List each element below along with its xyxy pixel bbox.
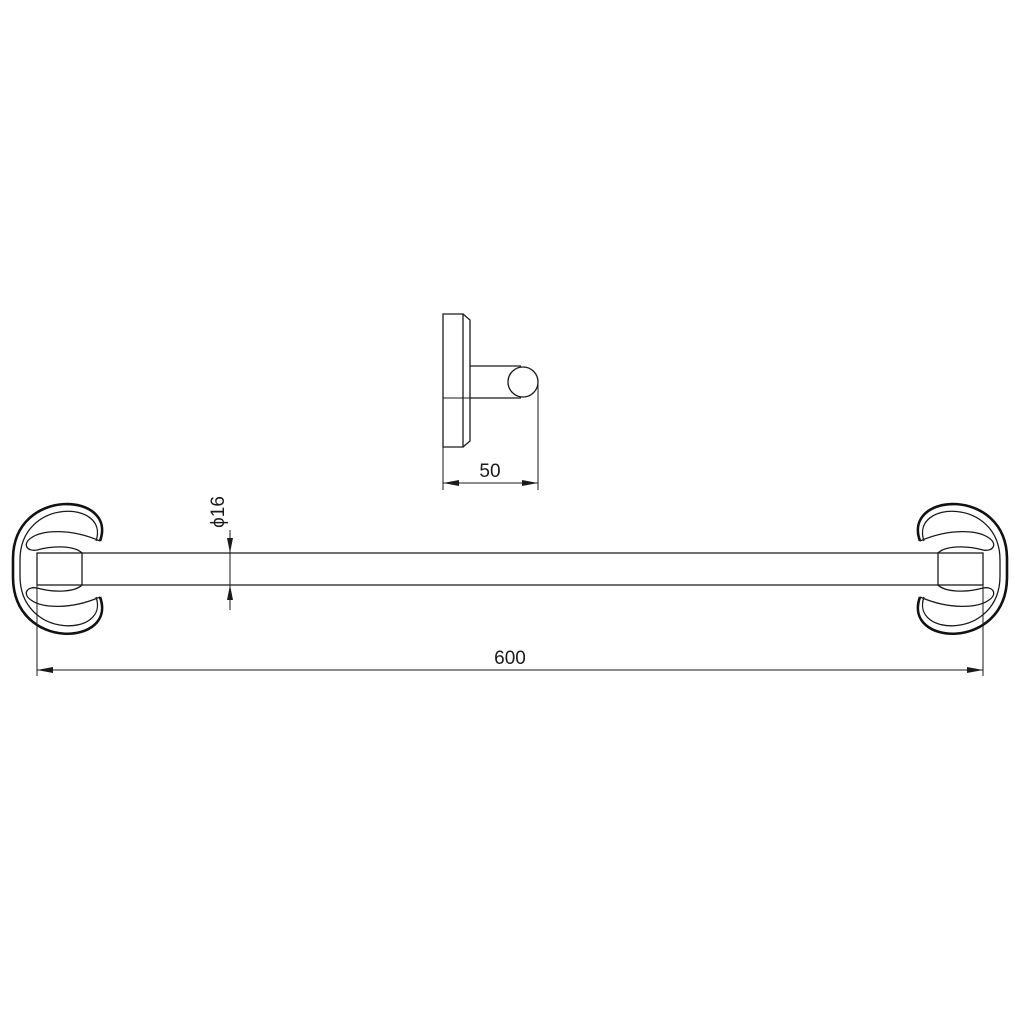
left-bracket-inner — [19, 510, 99, 627]
right-bracket-sleeve — [937, 552, 984, 586]
depth-arrow-right — [522, 480, 538, 486]
side-wall-plate-bevel — [462, 313, 471, 448]
side-wall-plate — [442, 313, 464, 448]
diameter-arrow-top — [227, 538, 233, 553]
side-view: 50 — [442, 313, 539, 490]
length-arrow-right — [967, 667, 983, 673]
length-arrow-left — [37, 667, 53, 673]
right-bracket-upper-slot — [919, 531, 995, 554]
right-bracket — [916, 502, 1009, 635]
right-bracket-inner — [921, 510, 1001, 627]
side-rod-end — [507, 366, 539, 398]
left-bracket — [11, 502, 104, 635]
diameter-arrow-bottom — [227, 585, 233, 600]
towel-bar — [82, 552, 938, 586]
left-bracket-lower-slot — [25, 584, 101, 607]
depth-arrow-left — [443, 480, 459, 486]
left-bracket-outer — [11, 502, 104, 635]
diameter-dimension-label: ϕ16 — [208, 496, 229, 528]
left-bracket-sleeve — [36, 552, 83, 586]
right-bracket-outer — [916, 502, 1009, 635]
length-dimension-label: 600 — [494, 648, 526, 669]
left-bracket-upper-slot — [25, 531, 101, 554]
depth-dimension-label: 50 — [479, 461, 500, 482]
side-arm — [470, 365, 521, 399]
front-view: ϕ16 600 — [11, 496, 1009, 676]
right-bracket-lower-slot — [919, 584, 995, 607]
